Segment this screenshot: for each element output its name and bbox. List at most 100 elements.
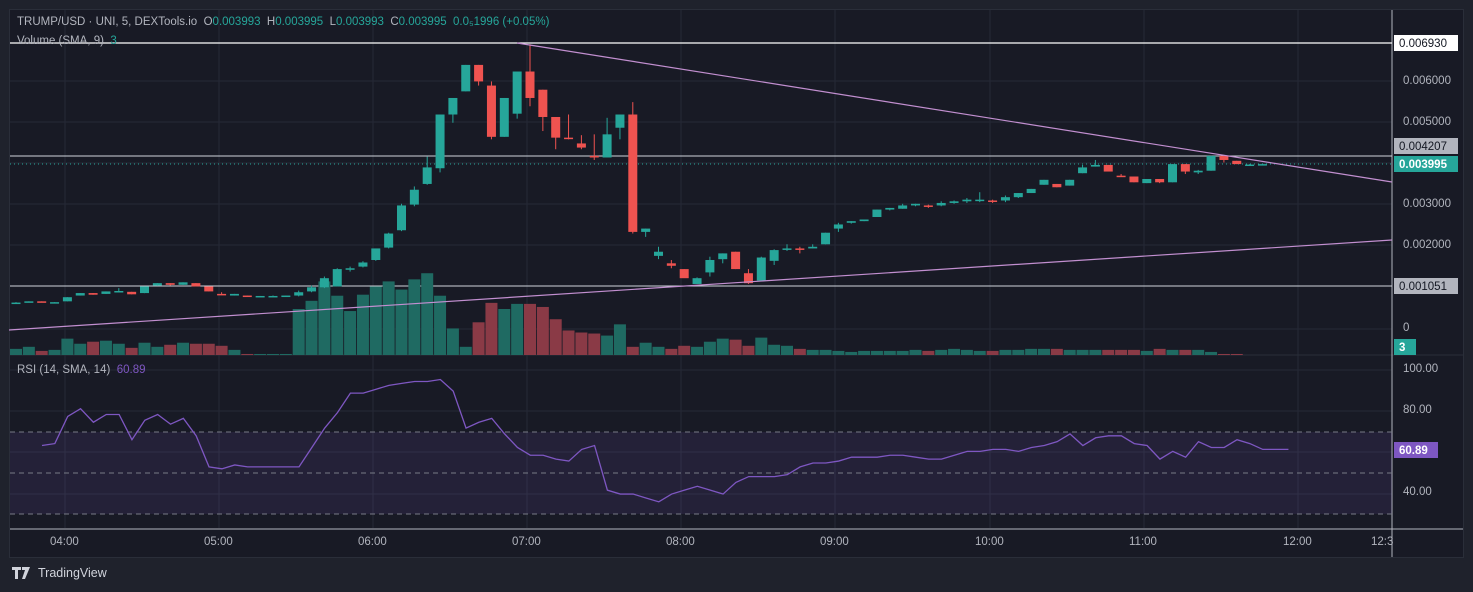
time-tick[interactable]: 04:00: [50, 536, 79, 548]
time-tick[interactable]: 09:00: [820, 536, 849, 548]
volume-bar: [189, 343, 202, 355]
volume-bar: [421, 273, 434, 355]
volume-bar: [652, 346, 665, 355]
candle-body: [409, 189, 419, 205]
volume-bar: [1038, 348, 1050, 355]
candle-body: [384, 233, 394, 248]
volume-bar: [960, 349, 973, 355]
volume-bar: [986, 350, 999, 355]
candle-body: [1180, 164, 1190, 172]
volume-bar: [48, 349, 61, 355]
time-tick[interactable]: 05:00: [204, 536, 233, 548]
change-value: 0.0₅1996 (+0.05%): [453, 16, 550, 28]
candle-body: [988, 200, 998, 202]
time-tick[interactable]: 08:00: [666, 536, 695, 548]
candle-body: [1257, 164, 1267, 166]
candle-body: [795, 248, 805, 250]
volume-bar: [549, 319, 562, 355]
candle-body: [576, 143, 586, 148]
volume-bar: [742, 345, 755, 355]
volume-bar: [151, 346, 164, 355]
candle-body: [191, 283, 201, 287]
volume-bar: [922, 350, 935, 355]
volume-bar: [896, 350, 909, 355]
volume-bar: [511, 303, 524, 355]
candle-body: [731, 251, 741, 270]
candle-body: [152, 283, 162, 286]
candle-body: [1168, 164, 1177, 183]
candle-body: [1142, 178, 1152, 184]
volume-bar: [1127, 349, 1140, 355]
volume-bar: [125, 347, 138, 355]
volume-bar: [485, 302, 498, 355]
price-tag-support: 0.001051: [1394, 278, 1458, 294]
volume-bar: [755, 337, 768, 355]
candle-body: [512, 71, 522, 114]
time-tick[interactable]: 06:00: [358, 536, 387, 548]
time-tick[interactable]: 07:00: [512, 536, 541, 548]
time-tick[interactable]: 11:00: [1129, 536, 1157, 548]
volume-bar: [472, 322, 485, 355]
volume-bar: [305, 300, 318, 355]
volume-bar: [459, 346, 472, 355]
candle-body: [859, 219, 869, 222]
candle-body: [525, 71, 535, 98]
high-value: 0.003995: [275, 16, 324, 28]
volume-bar: [639, 342, 652, 355]
tradingview-logo[interactable]: TradingView: [12, 566, 107, 580]
candle-body: [217, 293, 227, 296]
volume-value: 3: [110, 35, 117, 47]
candle-body: [204, 286, 214, 292]
candle-body: [75, 293, 85, 296]
volume-bar: [935, 349, 948, 355]
volume-bar: [1166, 349, 1179, 355]
volume-bar: [678, 345, 691, 355]
volume-bar: [241, 353, 254, 355]
symbol-legend: TRUMP/USD · UNI, 5, DEXTools.io O0.00399…: [17, 16, 550, 28]
volume-bar: [665, 348, 678, 355]
rsi-tick: 80.00: [1403, 404, 1432, 416]
symbol-label: TRUMP/USD · UNI, 5, DEXTools.io: [17, 16, 198, 28]
volume-bar: [1063, 349, 1076, 355]
volume-bar: [524, 303, 536, 355]
volume-bar: [1192, 349, 1205, 355]
candle-body: [833, 224, 843, 229]
volume-legend: Volume (SMA, 9) 3: [17, 35, 117, 47]
time-tick[interactable]: 12:3: [1371, 536, 1393, 548]
candle-body: [962, 199, 972, 202]
candle-body: [1078, 167, 1088, 174]
candle-body: [1155, 178, 1165, 183]
candle-body: [332, 269, 342, 287]
volume-bar: [228, 349, 241, 355]
volume-bar: [99, 340, 112, 355]
volume-bar: [691, 346, 704, 355]
volume-bar: [356, 294, 369, 355]
volume-bar: [382, 281, 395, 355]
time-tick[interactable]: 12:00: [1283, 536, 1312, 548]
candle-body: [140, 286, 149, 294]
rsi-legend: RSI (14, SMA, 14) 60.89: [17, 364, 146, 376]
volume-bar: [716, 338, 729, 355]
candle-body: [281, 295, 291, 298]
volume-bar: [369, 286, 382, 355]
volume-bar: [1230, 353, 1243, 355]
candle-body: [461, 64, 471, 92]
volume-bar: [138, 342, 151, 355]
volume-bar: [999, 349, 1012, 355]
candle-body: [435, 114, 445, 169]
trendline: [8, 239, 1393, 331]
open-value: 0.003993: [212, 16, 261, 28]
time-tick[interactable]: 10:00: [975, 536, 1004, 548]
volume-bar: [1089, 349, 1102, 355]
volume-bar: [883, 350, 896, 355]
candle-body: [1219, 155, 1229, 160]
candle-body: [268, 295, 278, 298]
candle-body: [705, 260, 715, 273]
candle-body: [1129, 176, 1139, 183]
candle-body: [821, 232, 831, 245]
candle-body: [628, 114, 638, 232]
candle-body: [692, 278, 702, 284]
volume-bar: [613, 324, 626, 355]
candle-body: [1000, 197, 1010, 201]
